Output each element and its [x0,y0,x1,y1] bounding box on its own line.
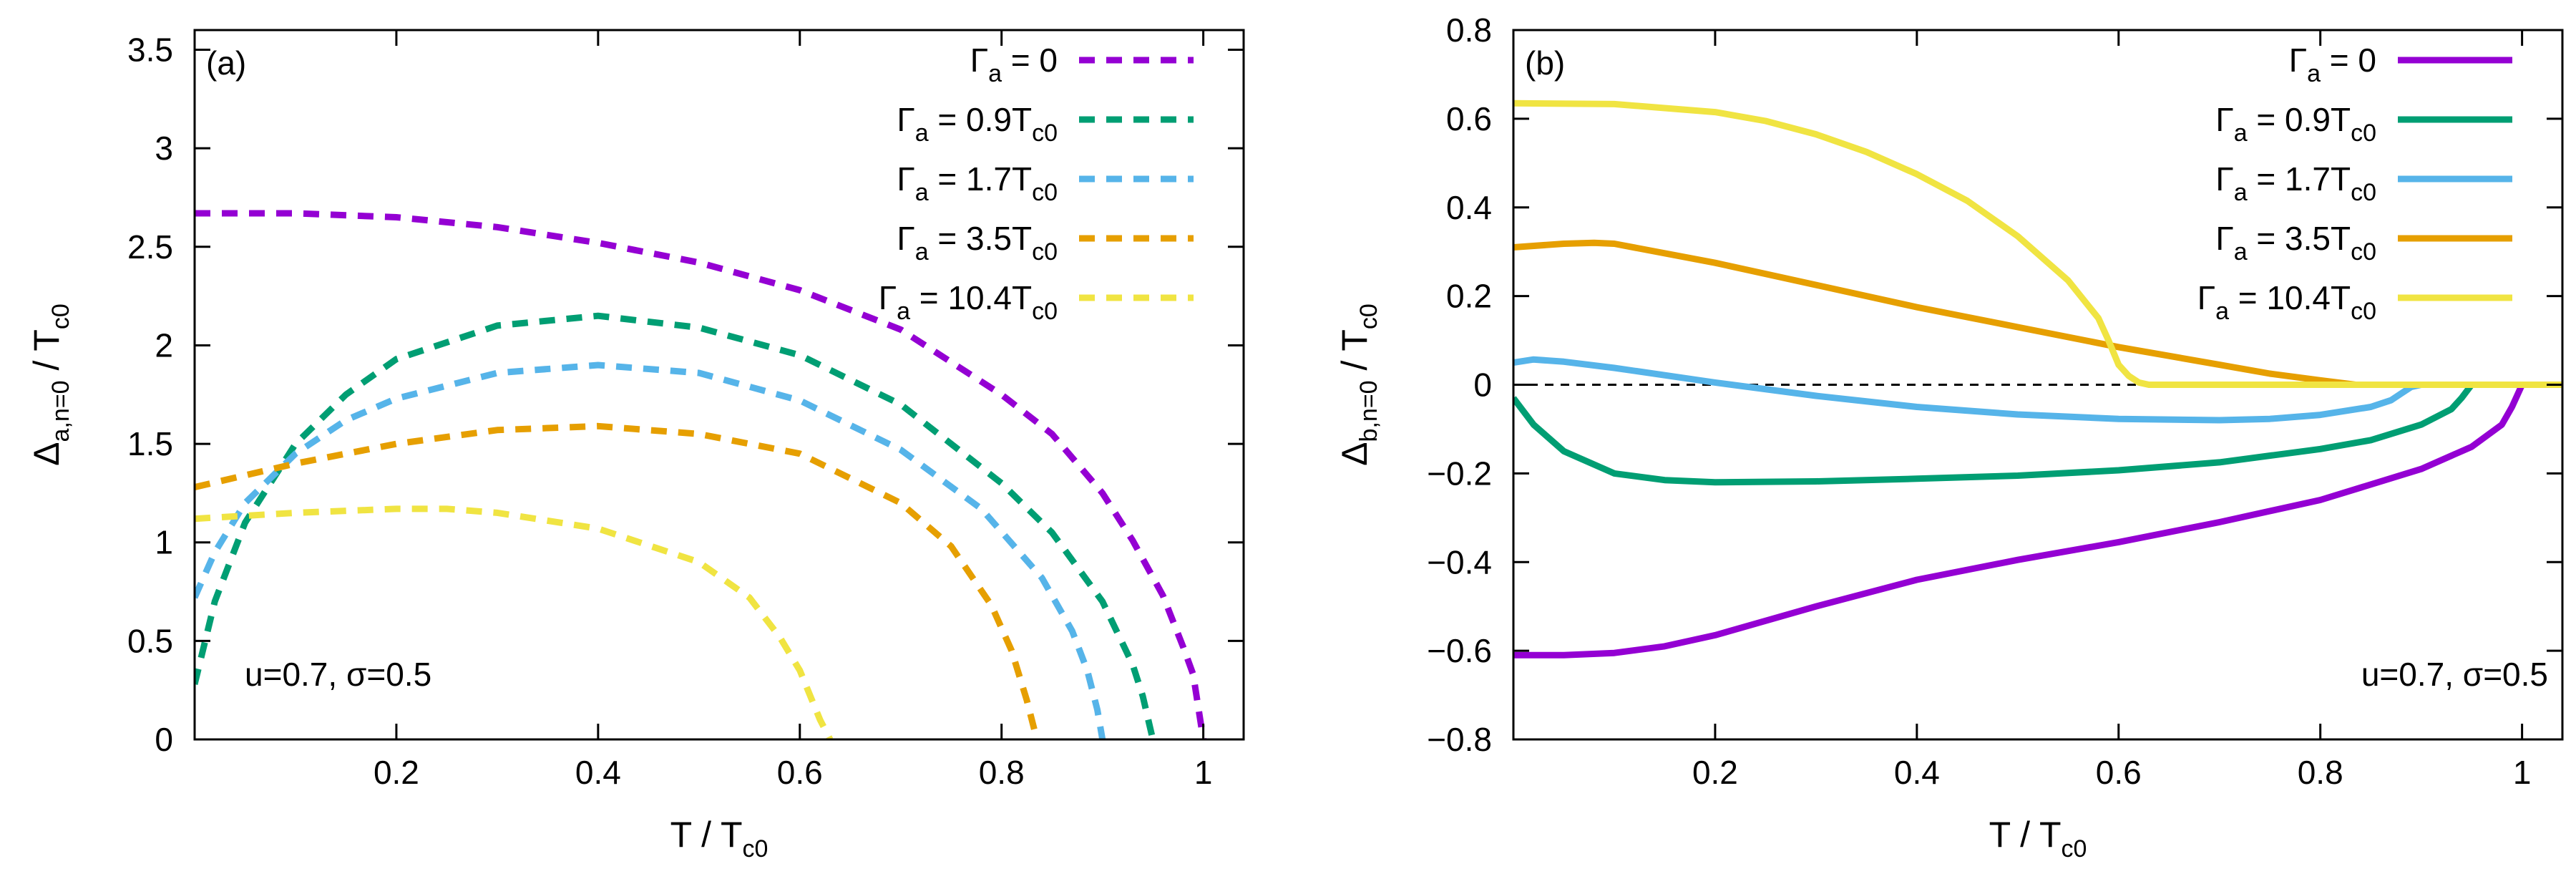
legend-label-4: Γa = 10.4Tc0 [2197,279,2376,325]
legend-label-3: Γa = 3.5Tc0 [897,220,1058,266]
series-line-2 [195,361,1106,739]
legend-label-3: Γa = 3.5Tc0 [2215,220,2376,266]
legend-label-1: Γa = 0.9Tc0 [897,101,1058,147]
legend-label-4: Γa = 10.4Tc0 [879,279,1058,325]
series-line-1 [1513,382,2562,486]
parameter-annotation: u=0.7, σ=0.5 [2361,656,2548,693]
y-tick-label: 0.4 [1446,189,1492,226]
y-tick-label: 2 [155,326,173,364]
x-tick-label: 0.2 [1692,754,1738,791]
x-tick-label: 0.8 [979,754,1025,791]
series-line-0 [1513,382,2562,659]
y-tick-label: 0.6 [1446,100,1492,137]
y-tick-label: 2.5 [127,228,173,266]
y-tick-label: 0 [1473,366,1492,404]
panel-a: 0.2 0.4 0.6 0.8 1 0 0.5 1 1.5 2 2.5 3 3.5 T / Tc0 Δa,n… [26,29,1245,863]
legend: Γa = 0 Γa = 0.9Tc0 Γa = 1.7Tc0 Γa = 3.5Tc0 Γ… [2197,42,2512,325]
legend-label-2: Γa = 1.7Tc0 [2215,160,2376,206]
legend-label-0: Γa = 0 [2289,42,2376,87]
series-line-3 [195,422,1040,739]
y-tick-label: 1.5 [127,425,173,462]
y-tick-label: 0.5 [127,622,173,659]
y-tick-label: −0.2 [1427,455,1492,492]
x-tick-label: 1 [2513,754,2532,791]
panel-label: (b) [1525,44,1565,82]
x-tick-label: 0.6 [2096,754,2142,791]
y-axis-label: Δa,n=0 / Tc0 [26,303,74,466]
x-tick-label: 0.4 [575,754,621,791]
legend-label-2: Γa = 1.7Tc0 [897,160,1058,206]
plot-frame [193,29,1245,741]
y-tick-label: −0.8 [1427,721,1492,758]
panel-b: 0.2 0.4 0.6 0.8 1 −0.8 −0.6 −0.4 −0.2 0 0.2 0.4 0.6 0… [1335,11,2564,863]
y-tick-label: 0.2 [1446,278,1492,315]
x-tick-label: 0.4 [1894,754,1940,791]
parameter-annotation: u=0.7, σ=0.5 [245,656,431,693]
y-tick-label: 3.5 [127,31,173,69]
x-axis-label: T / Tc0 [1989,815,2087,863]
series-line-4 [195,505,834,739]
series-line-3 [1513,239,2562,388]
legend: Γa = 0 Γa = 0.9Tc0 Γa = 1.7Tc0 Γa = 3.5Tc0 Γ… [879,42,1194,325]
x-tick-label: 0.8 [2298,754,2343,791]
legend-label-1: Γa = 0.9Tc0 [2215,101,2376,147]
x-tick-label: 0.2 [374,754,419,791]
y-tick-label: −0.6 [1427,632,1492,669]
y-axis-label: Δb,n=0 / Tc0 [1335,303,1382,466]
series-line-0 [195,210,1207,739]
y-tick-label: 0.8 [1446,11,1492,49]
x-tick-label: 1 [1194,754,1213,791]
legend-label-0: Γa = 0 [970,42,1058,87]
series-line-4 [1513,99,2562,388]
panel-label: (a) [206,44,246,82]
y-tick-label: 1 [155,524,173,561]
y-tick-label: −0.4 [1427,543,1492,581]
x-tick-label: 0.6 [777,754,823,791]
x-axis-label: T / Tc0 [670,815,769,863]
y-tick-label: 3 [155,130,173,167]
series-line-2 [1513,356,2562,424]
y-tick-label: 0 [155,721,173,758]
